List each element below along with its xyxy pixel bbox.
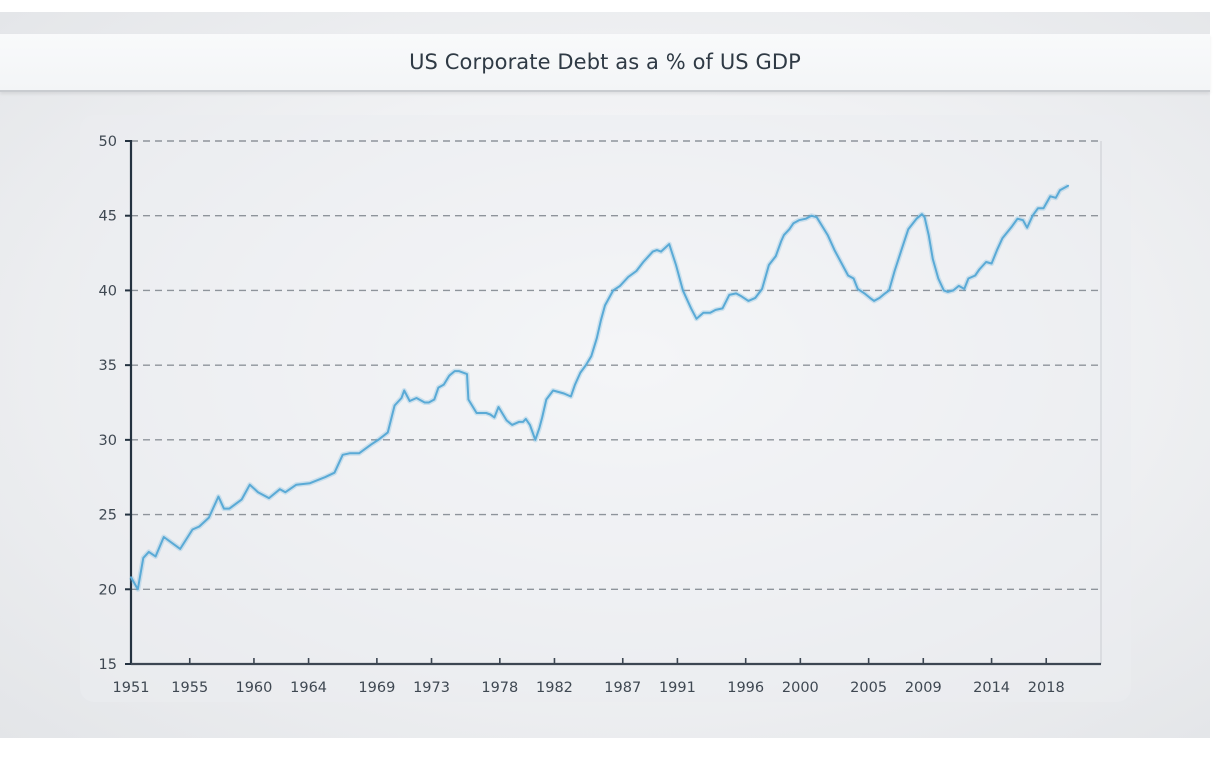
x-tick-label: 1991 [659, 680, 696, 696]
x-tick-label: 1987 [604, 680, 641, 696]
y-tick-label: 20 [99, 582, 117, 598]
x-tick-label: 1951 [113, 680, 150, 696]
x-tick-label: 1973 [413, 680, 450, 696]
y-tick-label: 30 [99, 433, 117, 449]
x-tick-label: 1982 [536, 680, 573, 696]
gridlines [131, 140, 1102, 664]
x-tick-label: 1960 [235, 680, 272, 696]
series [128, 183, 1070, 592]
y-tick-label: 35 [99, 358, 117, 374]
x-tick-label: 2018 [1028, 680, 1065, 696]
y-tick-label: 50 [99, 134, 117, 150]
x-tick-label: 2005 [850, 680, 887, 696]
y-tick-label: 25 [99, 508, 117, 524]
x-tick-label: 1955 [171, 680, 208, 696]
x-tick-label: 1964 [290, 680, 327, 696]
x-tick-label: 1978 [481, 680, 518, 696]
y-tick-label: 45 [99, 209, 117, 225]
x-tick-label: 1996 [727, 680, 764, 696]
series-line-glow [128, 183, 1070, 592]
x-tick-label: 2014 [973, 680, 1010, 696]
x-tick-label: 2000 [782, 680, 819, 696]
y-tick-label: 15 [99, 657, 117, 673]
x-tick-label: 1969 [358, 680, 395, 696]
axes [125, 140, 1101, 666]
title-bar: US Corporate Debt as a % of US GDP [0, 34, 1210, 92]
x-tick-label: 2009 [905, 680, 942, 696]
series-line [130, 184, 1070, 591]
plot-card [80, 115, 1131, 702]
tick-labels: 15 20 25 30 35 40 45 50 1951 1955 1960 1964 1969 1973… [99, 134, 1065, 696]
y-tick-label: 40 [99, 283, 117, 299]
chart-title: US Corporate Debt as a % of US GDP [409, 50, 801, 74]
